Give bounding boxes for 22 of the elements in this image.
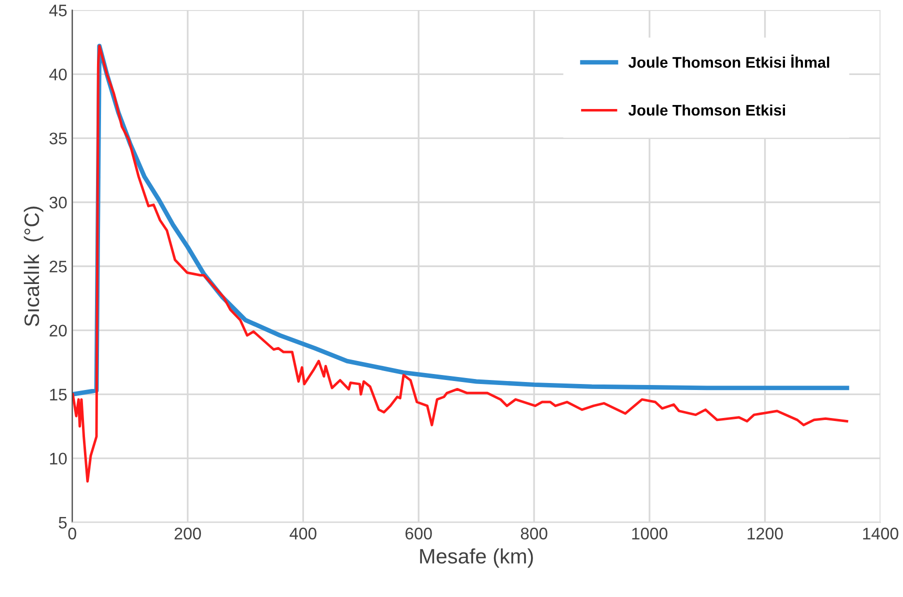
x-tick-label: 1400 bbox=[863, 528, 898, 540]
x-tick-label: 600 bbox=[406, 528, 432, 540]
y-tick-label: 15 bbox=[50, 388, 67, 401]
x-tick-label: 200 bbox=[174, 528, 201, 540]
x-tick-label: 1200 bbox=[748, 528, 783, 540]
y-axis-title: Sıcaklık (°C) bbox=[24, 206, 44, 326]
x-tick-label: 1000 bbox=[632, 528, 668, 540]
y-tick-label: 40 bbox=[49, 68, 67, 80]
y-tick-label: 35 bbox=[49, 132, 67, 144]
y-tick-label: 20 bbox=[50, 324, 67, 336]
x-tick-label: 400 bbox=[290, 528, 316, 540]
y-tick-label: 45 bbox=[49, 4, 67, 16]
x-tick-label: 0 bbox=[68, 528, 76, 540]
line-series bbox=[72, 44, 848, 483]
legend-label: Joule Thomson Etkisi İhmal bbox=[628, 54, 830, 68]
y-tick-label: 10 bbox=[50, 452, 67, 465]
x-tick-label: 800 bbox=[520, 528, 548, 540]
x-axis-title: Mesafe (km) bbox=[420, 548, 533, 568]
y-tick-label: 5 bbox=[58, 516, 67, 529]
legend-label: Joule Thomson Etkisi bbox=[628, 104, 785, 116]
y-tick-label: 25 bbox=[50, 260, 67, 272]
y-tick-label: 30 bbox=[49, 196, 67, 208]
